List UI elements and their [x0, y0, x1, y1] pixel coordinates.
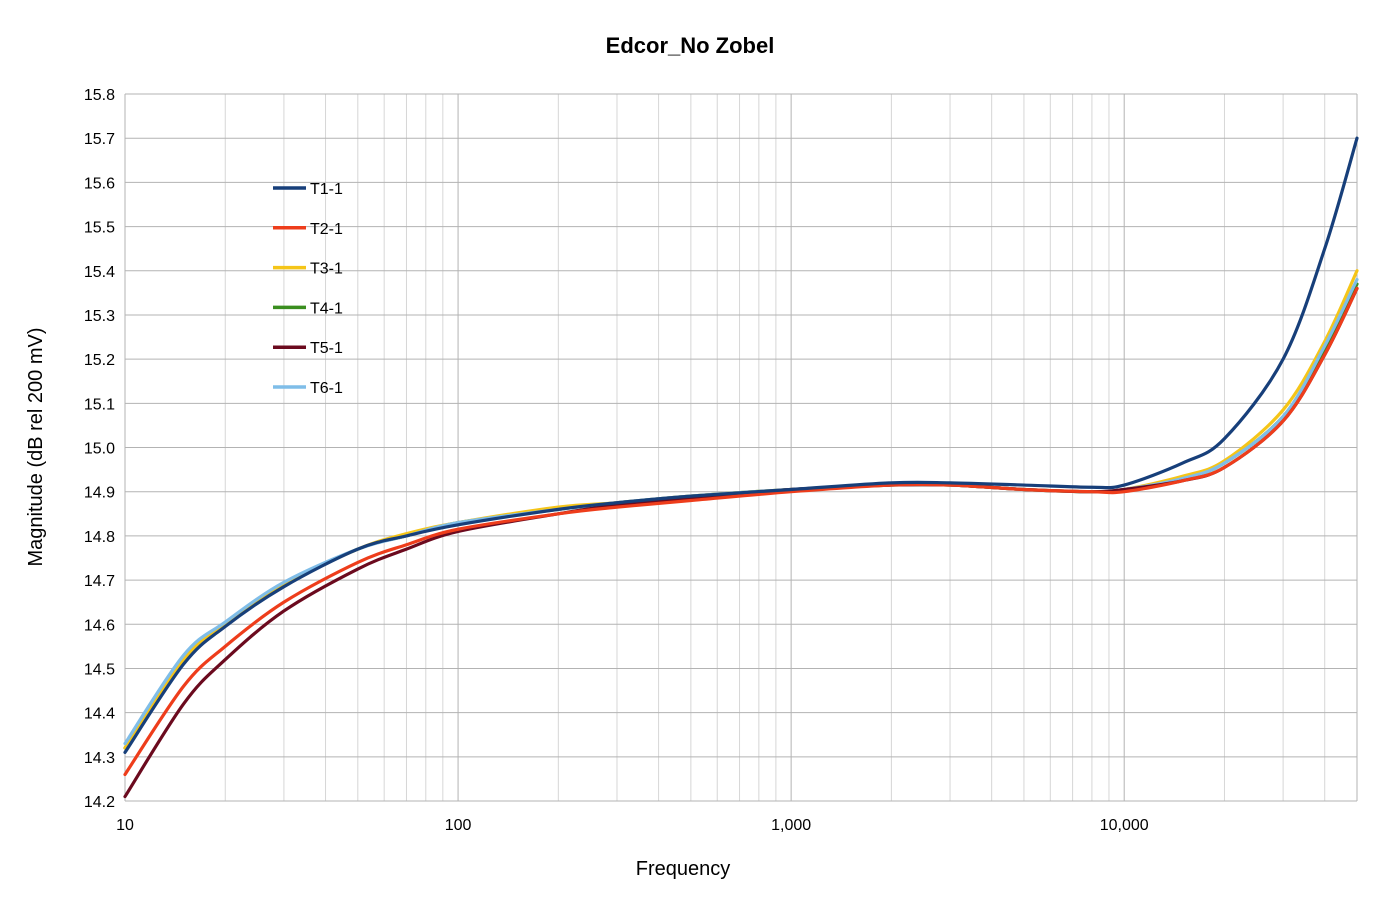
- y-tick-label: 15.2: [84, 352, 115, 369]
- y-tick-label: 15.1: [84, 396, 115, 413]
- series-line-t2-1: [123, 286, 1359, 777]
- y-tick-label: 15.8: [84, 87, 115, 104]
- legend: T1-1 T2-1 T3-1 T4-1 T5-1 T6-1: [273, 181, 343, 397]
- grid-lines: [124, 93, 1358, 802]
- legend-label-t2-1: T2-1: [310, 221, 343, 238]
- x-axis-ticks: 10 100 1,000 10,000: [116, 817, 1149, 834]
- chart-title: Edcor_No Zobel: [606, 33, 775, 58]
- x-tick-label: 100: [445, 817, 472, 834]
- y-tick-label: 15.4: [84, 264, 115, 281]
- y-axis-ticks: 14.2 14.3 14.4 14.5 14.6 14.7 14.8 14.9 15.0 15.1…: [84, 87, 115, 811]
- legend-label-t4-1: T4-1: [310, 300, 343, 317]
- x-axis-label: Frequency: [636, 858, 731, 880]
- y-tick-label: 14.2: [84, 794, 115, 811]
- legend-label-t6-1: T6-1: [310, 380, 343, 397]
- y-tick-label: 14.4: [84, 706, 115, 723]
- y-tick-label: 14.5: [84, 661, 115, 678]
- y-tick-label: 14.3: [84, 750, 115, 767]
- y-axis-label: Magnitude (dB rel 200 mV): [25, 327, 47, 566]
- series-lines: [123, 136, 1359, 799]
- y-tick-label: 15.6: [84, 175, 115, 192]
- x-tick-label: 10: [116, 817, 134, 834]
- y-tick-label: 15.0: [84, 441, 115, 458]
- y-tick-label: 14.7: [84, 573, 115, 590]
- legend-label-t1-1: T1-1: [310, 181, 343, 198]
- series-line-t1-1: [123, 136, 1359, 754]
- legend-label-t3-1: T3-1: [310, 261, 343, 278]
- y-tick-label: 15.5: [84, 220, 115, 237]
- x-tick-label: 10,000: [1100, 817, 1149, 834]
- y-tick-label: 15.3: [84, 308, 115, 325]
- y-tick-label: 15.7: [84, 131, 115, 148]
- y-tick-label: 14.6: [84, 617, 115, 634]
- y-tick-label: 14.9: [84, 485, 115, 502]
- y-tick-label: 14.8: [84, 529, 115, 546]
- legend-label-t5-1: T5-1: [310, 340, 343, 357]
- x-tick-label: 1,000: [771, 817, 811, 834]
